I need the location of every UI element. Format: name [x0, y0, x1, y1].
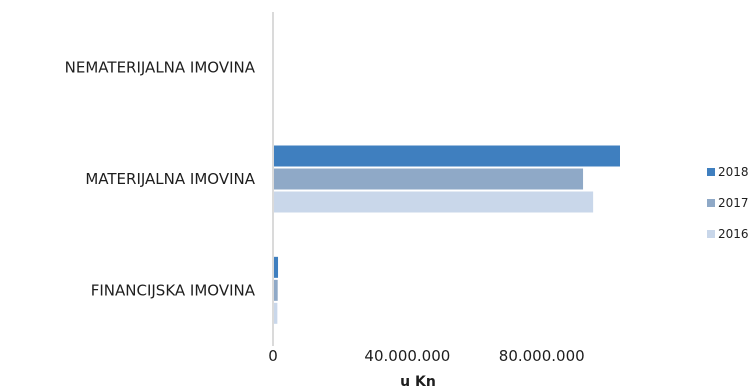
- legend-label-2016: 2016: [718, 227, 749, 241]
- bars: [274, 145, 620, 324]
- legend: 2018 2017 2016: [707, 165, 749, 241]
- bar-2017: [274, 168, 584, 190]
- x-tick-label: 0: [268, 347, 278, 365]
- bar-2018: [274, 256, 279, 278]
- legend-swatch-2018: [707, 168, 715, 176]
- category-labels: NEMATERIJALNA IMOVINA MATERIJALNA IMOVINA…: [65, 59, 256, 300]
- bar-2016: [274, 302, 278, 324]
- legend-label-2018: 2018: [718, 165, 749, 179]
- category-label: MATERIJALNA IMOVINA: [85, 170, 255, 188]
- category-label: FINANCIJSKA IMOVINA: [91, 281, 256, 299]
- x-tick-labels: 0 40.000.000 80.000.000: [268, 347, 584, 365]
- x-axis-title: u Kn: [400, 374, 436, 390]
- bar-2018: [274, 145, 620, 167]
- x-tick-label: 80.000.000: [499, 347, 585, 365]
- bar-2016: [274, 191, 594, 213]
- category-label: NEMATERIJALNA IMOVINA: [65, 59, 256, 77]
- legend-label-2017: 2017: [718, 196, 749, 210]
- bar-2017: [274, 279, 278, 301]
- legend-swatch-2017: [707, 199, 715, 207]
- x-tick-label: 40.000.000: [364, 347, 450, 365]
- legend-swatch-2016: [707, 230, 715, 238]
